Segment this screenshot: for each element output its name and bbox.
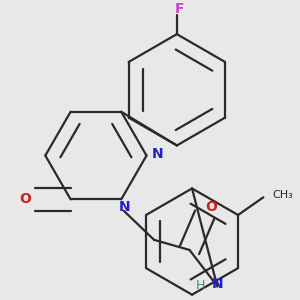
Text: CH₃: CH₃ [272,190,293,200]
Text: H: H [196,279,206,292]
Text: O: O [205,200,217,214]
Text: O: O [19,192,31,206]
Text: N: N [212,277,223,291]
Text: N: N [119,200,131,214]
Text: N: N [152,147,164,161]
Text: F: F [175,2,184,16]
